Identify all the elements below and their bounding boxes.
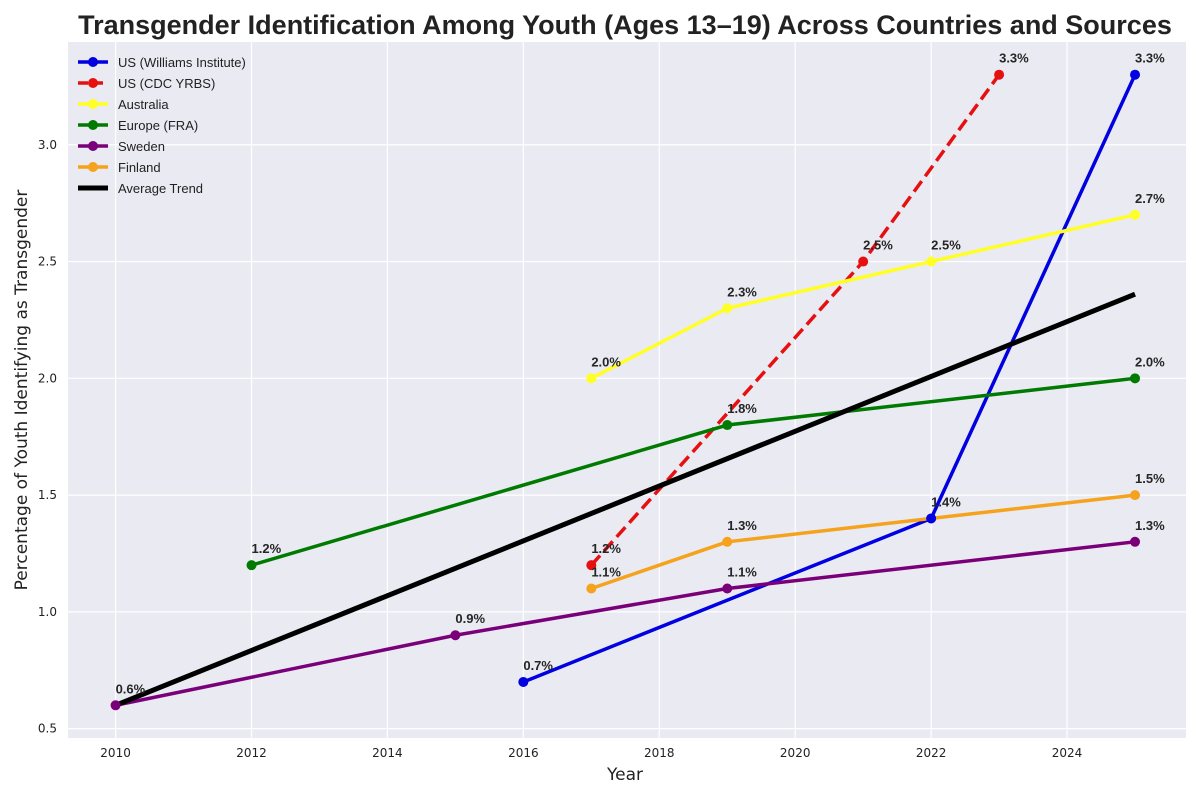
grid-lines bbox=[68, 42, 1186, 738]
legend-label-europe-fra: Europe (FRA) bbox=[118, 118, 198, 133]
finland-data-label: 1.5% bbox=[1135, 471, 1165, 486]
series-markers bbox=[110, 69, 1141, 711]
europe-fra-data-label: 2.0% bbox=[1135, 354, 1165, 369]
sweden-data-label: 1.1% bbox=[727, 565, 757, 580]
sweden-point bbox=[450, 630, 461, 641]
y-tick-label: 3.0 bbox=[38, 138, 57, 152]
europe-fra-data-label: 1.8% bbox=[727, 401, 757, 416]
us-cdc-yrbs-data-label: 3.3% bbox=[999, 51, 1029, 66]
australia-line bbox=[590, 213, 1136, 380]
chart-title: Transgender Identification Among Youth (… bbox=[78, 10, 1172, 40]
us-cdc-yrbs-point bbox=[858, 256, 869, 267]
x-axis-title: Year bbox=[606, 765, 643, 785]
x-tick-label: 2022 bbox=[916, 746, 947, 760]
legend-label-sweden: Sweden bbox=[118, 139, 165, 154]
sweden-point bbox=[110, 700, 121, 711]
legend: US (Williams Institute) US (CDC YRBS) Aust… bbox=[78, 55, 246, 196]
legend-marker-us-cdc-yrbs bbox=[88, 78, 98, 88]
x-tick-label: 2010 bbox=[100, 746, 131, 760]
sweden-point bbox=[1130, 536, 1141, 547]
legend-marker-sweden bbox=[88, 141, 98, 151]
us-williams-institute-data-label: 1.4% bbox=[931, 494, 961, 509]
sweden-data-label: 0.9% bbox=[455, 611, 485, 626]
y-axis-ticks: 0.5 1.0 1.5 2.0 2.5 3.0 bbox=[38, 138, 57, 736]
x-tick-label: 2012 bbox=[236, 746, 267, 760]
finland-point bbox=[586, 583, 597, 594]
x-tick-label: 2014 bbox=[372, 746, 403, 760]
x-tick-label: 2024 bbox=[1052, 746, 1083, 760]
plot-background bbox=[68, 42, 1186, 738]
us-cdc-yrbs-point bbox=[994, 69, 1005, 80]
legend-label-australia: Australia bbox=[118, 97, 169, 112]
europe-fra-point bbox=[722, 420, 733, 431]
us-cdc-yrbs-data-label: 2.5% bbox=[863, 238, 893, 253]
legend-marker-finland bbox=[88, 162, 98, 172]
x-tick-label: 2020 bbox=[780, 746, 811, 760]
sweden-data-label: 1.3% bbox=[1135, 518, 1165, 533]
y-tick-label: 2.5 bbox=[38, 255, 57, 269]
australia-data-label: 2.7% bbox=[1135, 191, 1165, 206]
us-williams-institute-data-label: 3.3% bbox=[1135, 51, 1165, 66]
australia-point bbox=[722, 303, 733, 314]
europe-fra-point bbox=[246, 560, 257, 571]
legend-label-us-cdc-yrbs: US (CDC YRBS) bbox=[118, 76, 215, 91]
x-tick-label: 2018 bbox=[644, 746, 675, 760]
y-tick-label: 1.0 bbox=[38, 605, 57, 619]
data-labels: 0.7% 1.4% 3.3% 1.2% 2.5% 3.3% 2.0% 2.3% 2.5% 2.7%… bbox=[116, 51, 1166, 697]
us-cdc-yrbs-data-label: 1.2% bbox=[591, 541, 621, 556]
finland-point bbox=[722, 536, 733, 547]
australia-data-label: 2.5% bbox=[931, 238, 961, 253]
australia-point bbox=[1130, 209, 1141, 220]
legend-marker-europe-fra bbox=[88, 120, 98, 130]
sweden-data-label: 0.6% bbox=[116, 681, 146, 696]
us-cdc-yrbs-point bbox=[586, 560, 597, 571]
australia-data-label: 2.3% bbox=[727, 284, 757, 299]
us-williams-institute-point bbox=[926, 513, 937, 524]
legend-label-average-trend: Average Trend bbox=[118, 181, 203, 196]
australia-point bbox=[926, 256, 937, 267]
australia-point bbox=[586, 373, 597, 384]
y-axis-title: Percentage of Youth Identifying as Trans… bbox=[12, 190, 32, 591]
europe-fra-data-label: 1.2% bbox=[252, 541, 282, 556]
finland-data-label: 1.3% bbox=[727, 518, 757, 533]
us-williams-institute-point bbox=[518, 676, 529, 687]
x-tick-label: 2016 bbox=[508, 746, 539, 760]
x-axis-ticks: 2010 2012 2014 2016 2018 2020 2022 2024 bbox=[100, 746, 1082, 760]
australia-data-label: 2.0% bbox=[591, 354, 621, 369]
average-trend-line bbox=[114, 291, 1136, 708]
legend-marker-us-williams-institute bbox=[88, 57, 98, 67]
y-tick-label: 2.0 bbox=[38, 371, 57, 385]
us-williams-institute-data-label: 0.7% bbox=[523, 658, 553, 673]
y-tick-label: 0.5 bbox=[38, 722, 57, 736]
sweden-point bbox=[722, 583, 733, 594]
legend-label-finland: Finland bbox=[118, 160, 161, 175]
sweden-line bbox=[115, 540, 1136, 708]
legend-label-us-williams-institute: US (Williams Institute) bbox=[118, 55, 246, 70]
us-williams-institute-point bbox=[1130, 69, 1141, 80]
legend-marker-australia bbox=[88, 99, 98, 109]
finland-data-label: 1.1% bbox=[591, 565, 621, 580]
europe-fra-point bbox=[1130, 373, 1141, 384]
finland-point bbox=[1130, 490, 1141, 501]
y-tick-label: 1.5 bbox=[38, 488, 57, 502]
